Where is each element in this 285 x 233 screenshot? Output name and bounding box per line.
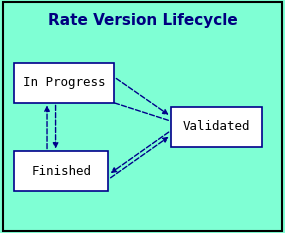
- FancyBboxPatch shape: [14, 151, 108, 191]
- Text: Rate Version Lifecycle: Rate Version Lifecycle: [48, 14, 237, 28]
- FancyBboxPatch shape: [3, 2, 282, 231]
- FancyBboxPatch shape: [14, 63, 114, 103]
- Text: Finished: Finished: [31, 165, 91, 178]
- FancyBboxPatch shape: [171, 107, 262, 147]
- Text: In Progress: In Progress: [23, 76, 105, 89]
- Text: Validated: Validated: [183, 120, 250, 134]
